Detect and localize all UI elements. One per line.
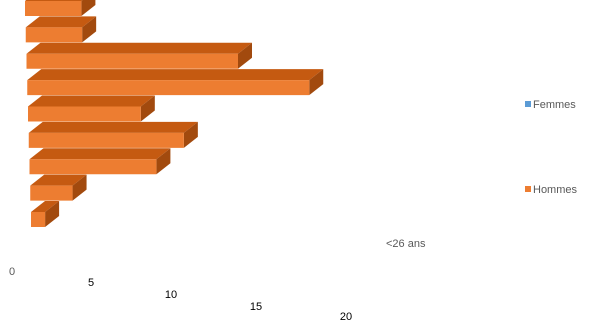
bar-top-face [25,0,83,1]
bar-front-face [28,106,141,122]
bar-hommes [26,42,252,69]
bar-top-face [28,95,155,107]
bar-hommes [29,148,171,175]
bar-hommes [28,95,155,122]
legend-swatch-hommes [525,186,531,192]
bar-hommes [25,16,97,43]
bar-top-face [27,69,324,81]
bar-top-face [31,201,60,212]
category-label: <26 ans [386,238,426,250]
legend-label-femmes: Femmes [533,99,576,111]
bar-front-face [30,185,73,201]
bar-front-face [29,159,157,175]
bar-top-face [26,42,252,54]
x-axis-ticks: 0 5 10 15 20 [9,266,352,323]
bar-front-face [31,212,46,227]
bar-top-face [30,174,87,186]
bar-hommes [27,69,324,96]
bar-side-face [140,95,155,122]
x-tick-label: 15 [250,301,262,313]
bar-side-face [309,69,324,96]
x-tick-label: 10 [165,289,177,301]
bars-group [25,0,324,227]
bar-hommes [31,201,60,227]
bar-front-face [27,80,310,96]
legend-label-hommes: Hommes [533,184,578,196]
bar-side-face [82,16,97,43]
bar-side-face [238,42,252,69]
legend-swatch-femmes [525,101,531,107]
bar-side-face [81,0,96,16]
bar-hommes [28,121,198,148]
x-tick-label: 20 [340,311,352,323]
bar-front-face [26,53,238,69]
bar-front-face [25,1,82,16]
bar-front-face [28,132,184,148]
x-tick-label: 0 [9,266,15,278]
bar-side-face [183,121,198,148]
bar-top-face [25,16,97,28]
legend: Femmes Hommes [525,99,578,196]
x-tick-label: 5 [88,277,94,289]
bar-side-face [156,148,171,175]
bar-side-face [72,174,87,201]
bar-top-face [28,121,198,133]
bar-front-face [25,27,83,43]
bar-side-face [45,201,60,227]
bar-hommes [30,174,87,201]
bar-hommes [25,0,96,16]
bar-top-face [29,148,171,160]
